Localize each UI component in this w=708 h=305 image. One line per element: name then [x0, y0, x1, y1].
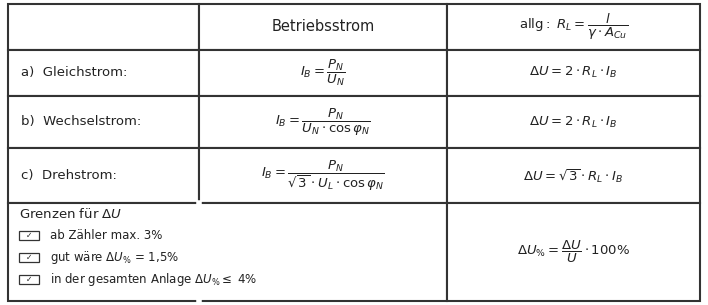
Bar — [198, 96, 447, 148]
Text: $I_B = \dfrac{P_N}{\sqrt{3} \cdot U_L \cdot \cos\varphi_N}$: $I_B = \dfrac{P_N}{\sqrt{3} \cdot U_L \c… — [261, 159, 384, 192]
Text: a)  Gleichstrom:: a) Gleichstrom: — [21, 66, 127, 79]
Bar — [447, 50, 700, 96]
Text: Grenzen für $\Delta U$: Grenzen für $\Delta U$ — [19, 207, 122, 221]
Bar — [19, 231, 39, 240]
Bar — [19, 275, 39, 284]
Bar — [8, 96, 198, 148]
Text: ab Zähler max. 3%: ab Zähler max. 3% — [50, 229, 162, 242]
Text: c)  Drehstrom:: c) Drehstrom: — [21, 169, 117, 182]
Bar — [447, 96, 700, 148]
Text: $\Delta U = 2 \cdot R_L \cdot I_B$: $\Delta U = 2 \cdot R_L \cdot I_B$ — [529, 65, 617, 81]
Bar — [8, 203, 198, 301]
Bar — [8, 148, 198, 203]
Text: Betriebsstrom: Betriebsstrom — [271, 19, 375, 34]
Text: gut wäre $\Delta U_{\%}$ = 1,5%: gut wäre $\Delta U_{\%}$ = 1,5% — [50, 249, 178, 266]
Text: ✓: ✓ — [25, 231, 33, 240]
Text: b)  Wechselstrom:: b) Wechselstrom: — [21, 116, 142, 128]
Text: $I_B = \dfrac{P_N}{U_N \cdot \cos\varphi_N}$: $I_B = \dfrac{P_N}{U_N \cdot \cos\varphi… — [275, 106, 371, 138]
Text: ✓: ✓ — [25, 275, 33, 284]
Bar — [198, 50, 447, 96]
Bar — [447, 4, 700, 50]
Bar — [198, 148, 447, 203]
Bar — [8, 50, 198, 96]
Text: ✓: ✓ — [25, 253, 33, 262]
Bar — [19, 253, 39, 262]
Text: $\Delta U = \sqrt{3} \cdot R_L \cdot I_B$: $\Delta U = \sqrt{3} \cdot R_L \cdot I_B… — [523, 167, 624, 185]
Bar — [198, 203, 447, 301]
Text: $I_B = \dfrac{P_N}{U_N}$: $I_B = \dfrac{P_N}{U_N}$ — [300, 58, 346, 88]
Bar — [447, 203, 700, 301]
Bar — [8, 4, 198, 50]
Bar — [447, 148, 700, 203]
Bar — [198, 4, 447, 50]
Text: $\mathrm{allg:}\; R_L = \dfrac{l}{\gamma \cdot A_{Cu}}$: $\mathrm{allg:}\; R_L = \dfrac{l}{\gamma… — [519, 12, 628, 42]
Text: $\Delta U_{\%} = \dfrac{\Delta U}{U} \cdot 100\%$: $\Delta U_{\%} = \dfrac{\Delta U}{U} \cd… — [517, 239, 630, 265]
Text: in der gesamten Anlage $\Delta U_{\%} \leq$ 4%: in der gesamten Anlage $\Delta U_{\%} \l… — [50, 271, 257, 288]
Text: $\Delta U = 2 \cdot R_L \cdot I_B$: $\Delta U = 2 \cdot R_L \cdot I_B$ — [529, 114, 617, 130]
